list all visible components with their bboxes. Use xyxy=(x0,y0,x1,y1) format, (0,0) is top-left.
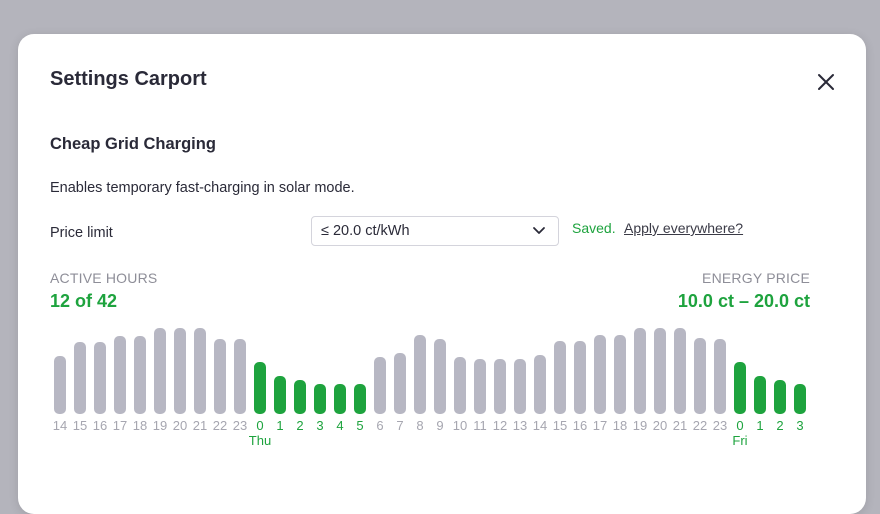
energy-price-label: ENERGY PRICE xyxy=(702,270,810,286)
hour-tick-label: 17 xyxy=(593,418,607,433)
close-icon xyxy=(818,74,834,90)
chart-bar xyxy=(314,384,326,414)
day-label: Fri xyxy=(732,433,747,448)
chart-bar xyxy=(194,328,206,414)
hour-tick-label: 19 xyxy=(633,418,647,433)
hour-tick-label: 20 xyxy=(653,418,667,433)
active-hours-value: 12 of 42 xyxy=(50,291,118,311)
chart-bar xyxy=(234,339,246,414)
hour-tick-label: 17 xyxy=(113,418,127,433)
hour-tick-label: 9 xyxy=(436,418,443,433)
hour-tick-label: 22 xyxy=(213,418,227,433)
hour-tick-label: 3 xyxy=(796,418,803,433)
hour-tick-label: 16 xyxy=(93,418,107,433)
chart-bar xyxy=(54,356,66,414)
chart-bar xyxy=(394,353,406,414)
hour-tick-label: 15 xyxy=(73,418,87,433)
chart-bar xyxy=(794,384,806,414)
settings-modal: Settings Carport Cheap Grid Charging Ena… xyxy=(18,34,866,514)
chart-bar xyxy=(434,339,446,414)
chart-bar xyxy=(134,336,146,414)
hour-tick-label: 0 xyxy=(736,418,743,433)
hour-tick-label: 14 xyxy=(53,418,67,433)
chart-bar xyxy=(594,335,606,414)
hour-tick-label: 14 xyxy=(533,418,547,433)
chart-bar xyxy=(494,359,506,414)
hour-tick-label: 0 xyxy=(256,418,263,433)
chart-bar xyxy=(734,362,746,414)
chart-bar xyxy=(614,335,626,414)
hour-tick-label: 4 xyxy=(336,418,343,433)
chart-bar xyxy=(294,380,306,414)
hour-tick-label: 12 xyxy=(493,418,507,433)
chart-bar xyxy=(214,339,226,414)
chart-bar xyxy=(174,328,186,414)
hour-tick-label: 1 xyxy=(756,418,763,433)
price-limit-label: Price limit xyxy=(50,225,113,241)
section-description: Enables temporary fast-charging in solar… xyxy=(50,180,355,196)
chart-bar xyxy=(74,342,86,414)
hour-tick-label: 21 xyxy=(673,418,687,433)
chart-bar xyxy=(454,357,466,414)
chart-bar xyxy=(374,357,386,414)
hour-tick-label: 18 xyxy=(613,418,627,433)
hour-tick-label: 15 xyxy=(553,418,567,433)
chart-bar xyxy=(654,328,666,414)
chart-bar xyxy=(694,338,706,414)
hour-tick-label: 6 xyxy=(376,418,383,433)
active-hours-label: ACTIVE HOURS xyxy=(50,270,158,286)
chart-bar xyxy=(254,362,266,414)
chart-bar xyxy=(334,384,346,414)
saved-status: Saved. xyxy=(572,220,616,236)
chart-bar xyxy=(674,328,686,414)
price-limit-value: ≤ 20.0 ct/kWh xyxy=(321,223,410,239)
chart-bar xyxy=(114,336,126,414)
close-button[interactable] xyxy=(814,70,838,94)
day-label: Thu xyxy=(249,433,271,448)
chart-bar xyxy=(274,376,286,414)
energy-price-value: 10.0 ct – 20.0 ct xyxy=(677,291,810,311)
hour-tick-label: 2 xyxy=(296,418,303,433)
chart-bar xyxy=(534,355,546,414)
chart-bar xyxy=(354,384,366,414)
chart-bar xyxy=(474,359,486,414)
apply-everywhere-link[interactable]: Apply everywhere? xyxy=(624,220,744,236)
hour-tick-label: 23 xyxy=(233,418,247,433)
hour-tick-label: 10 xyxy=(453,418,467,433)
chart-bar xyxy=(754,376,766,414)
hour-tick-label: 8 xyxy=(416,418,423,433)
hour-tick-label: 20 xyxy=(173,418,187,433)
hour-tick-label: 16 xyxy=(573,418,587,433)
chevron-down-icon xyxy=(533,227,545,234)
modal-title: Settings Carport xyxy=(50,68,207,90)
chart-bar xyxy=(774,380,786,414)
chart-bar xyxy=(414,335,426,414)
section-title: Cheap Grid Charging xyxy=(50,135,216,153)
hour-tick-label: 2 xyxy=(776,418,783,433)
hour-tick-label: 11 xyxy=(473,418,487,433)
hour-tick-label: 1 xyxy=(276,418,283,433)
chart-bar xyxy=(554,341,566,414)
hour-tick-label: 21 xyxy=(193,418,207,433)
hour-tick-label: 3 xyxy=(316,418,323,433)
chart-bar xyxy=(574,341,586,414)
hour-tick-label: 13 xyxy=(513,418,527,433)
chart-bar xyxy=(94,342,106,414)
hour-tick-label: 7 xyxy=(396,418,403,433)
chart-bar xyxy=(154,328,166,414)
price-chart: 14 15 16 17 18 19 20 21 22 23 0 1 2 3 4 5 6 7 8 9 10 11 12 13 14… xyxy=(53,328,806,448)
chart-bar xyxy=(634,328,646,414)
hour-tick-label: 22 xyxy=(693,418,707,433)
chart-bar xyxy=(514,359,526,414)
hour-tick-label: 19 xyxy=(153,418,167,433)
hour-tick-label: 18 xyxy=(133,418,147,433)
hour-tick-label: 5 xyxy=(356,418,363,433)
hour-tick-label: 23 xyxy=(713,418,727,433)
chart-bar xyxy=(714,339,726,414)
price-limit-select[interactable]: ≤ 20.0 ct/kWh xyxy=(311,216,559,246)
